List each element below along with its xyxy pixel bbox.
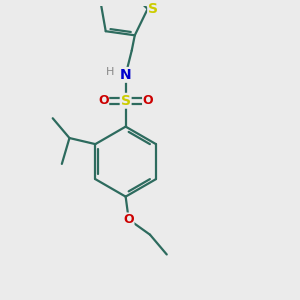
- Text: S: S: [148, 2, 158, 16]
- Text: O: O: [142, 94, 153, 107]
- Text: S: S: [121, 94, 130, 108]
- Text: O: O: [98, 94, 109, 107]
- Text: N: N: [120, 68, 131, 82]
- Text: H: H: [106, 67, 115, 77]
- Text: O: O: [123, 213, 134, 226]
